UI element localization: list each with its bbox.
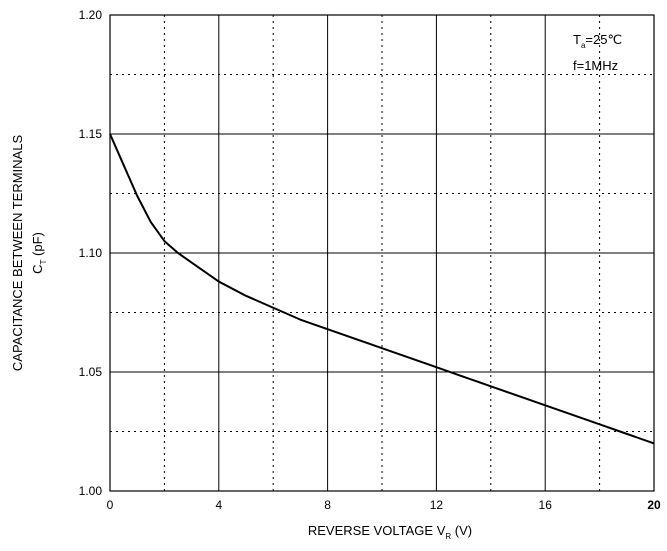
y-axis-symbol-group: CT (pF) <box>30 232 48 274</box>
condition-frequency: f=1MHz <box>573 58 618 73</box>
y-axis-label: CAPACITANCE BETWEEN TERMINALS <box>10 135 25 372</box>
x-tick-label: 20 <box>647 498 661 512</box>
y-tick-label: 1.10 <box>79 246 103 260</box>
grid <box>109 14 655 492</box>
y-tick-label: 1.20 <box>79 8 103 22</box>
series-layer <box>109 133 655 445</box>
y-tick-label: 1.15 <box>79 127 103 141</box>
tick-labels: 0 4 8 12 16 20 1.00 1.05 1.10 1.15 1.20 <box>79 8 661 512</box>
capacitance-curve <box>109 133 655 445</box>
x-axis-label: REVERSE VOLTAGE VR (V) <box>308 523 472 541</box>
x-tick-label: 0 <box>107 498 114 512</box>
x-tick-label: 12 <box>430 498 444 512</box>
y-tick-label: 1.00 <box>79 484 103 498</box>
y-axis-label-group: CAPACITANCE BETWEEN TERMINALS <box>10 135 25 372</box>
y-axis-symbol: CT (pF) <box>30 232 48 274</box>
x-tick-label: 4 <box>215 498 222 512</box>
x-tick-label: 8 <box>324 498 331 512</box>
condition-temperature: Ta=25℃ <box>573 32 622 50</box>
y-tick-label: 1.05 <box>79 365 103 379</box>
x-tick-label: 16 <box>539 498 553 512</box>
